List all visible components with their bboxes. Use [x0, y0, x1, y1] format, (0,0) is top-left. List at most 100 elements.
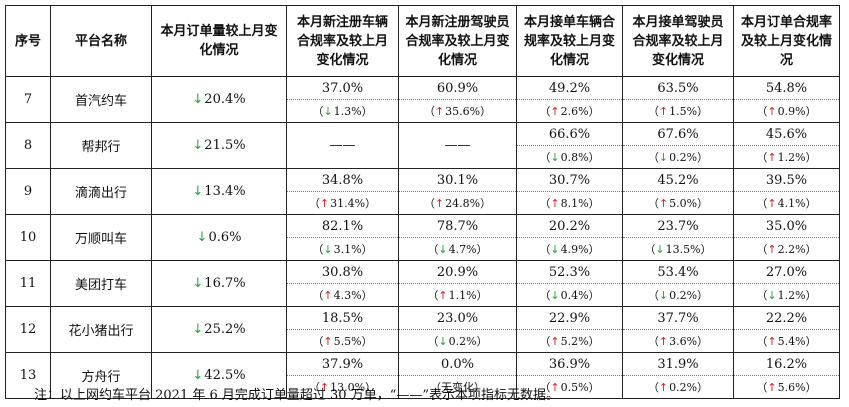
paren-close: ）: [588, 151, 600, 164]
order-change-cell: ↓42.5%: [151, 352, 287, 399]
table-row-change: （↑13.0%） （无变化） （↑0.5%） （↑0.2%） （↑5.6%）: [6, 375, 840, 399]
order-change-cell: ↓21.5%: [151, 122, 287, 169]
metric-change: （↓0.2%）: [622, 283, 734, 307]
order-change-cell: ↓25.2%: [151, 306, 287, 353]
paren-close: ）: [805, 381, 817, 394]
paren-close: ）: [697, 197, 709, 210]
order-change-value: 42.5%: [204, 368, 246, 383]
paren-open: （: [312, 243, 324, 256]
metric-change-value: 5.6%: [777, 381, 806, 394]
metric-change-value: 13.5%: [665, 243, 701, 256]
metric-value: 63.5%: [622, 76, 734, 100]
platform-name: 滴滴出行: [50, 168, 152, 215]
metric-change: （↑1.5%）: [622, 99, 734, 123]
metric-value: 39.5%: [733, 168, 840, 192]
metric-value: 53.4%: [622, 260, 734, 284]
metric-change-value: 无变化: [441, 381, 474, 394]
metric-change: （↑35.6%）: [398, 99, 517, 123]
metric-change-value: 0.2%: [448, 335, 477, 348]
paren-open: （: [427, 243, 439, 256]
arrow-up-icon: ↑: [767, 243, 777, 256]
metric-change-value: 0.9%: [777, 105, 806, 118]
arrow-down-icon: ↓: [655, 243, 665, 256]
paren-close: ）: [476, 289, 488, 302]
header-order-compliance: 本月订单合规率及较上月变化情况: [733, 5, 840, 77]
metric-change: （↑0.2%）: [622, 375, 734, 399]
metric-change-value: 1.2%: [777, 151, 806, 164]
header-new-driver: 本月新注册驾驶员合规率及较上月变化情况: [398, 5, 517, 77]
arrow-up-icon: ↑: [319, 197, 330, 210]
table-row: 13 方舟行 ↓42.5% 37.9% 0.0% 36.9% 31.9% 16.2%: [5, 352, 840, 399]
order-change-cell: ↓20.4%: [151, 76, 287, 123]
metric-value: 0.0%: [398, 352, 517, 376]
paren-close: ）: [476, 243, 488, 256]
metric-value: 36.9%: [516, 352, 623, 376]
metric-value: 52.3%: [516, 260, 623, 284]
metric-change-value: 24.8%: [445, 197, 481, 210]
arrow-up-icon: ↑: [434, 105, 445, 118]
metric-no-data: ——: [286, 122, 399, 169]
table-row-change: （↑5.5%） （↓0.2%） （↑5.2%） （↑3.6%） （↑5.4%）: [6, 329, 840, 353]
metric-value: 60.9%: [398, 76, 517, 100]
metric-change-value: 2.2%: [777, 243, 806, 256]
arrow-up-icon: ↑: [767, 335, 777, 348]
paren-open: （: [427, 289, 439, 302]
order-change-cell: ↓13.4%: [151, 168, 287, 215]
paren-close: ）: [697, 105, 709, 118]
header-row: 序号 平台名称 本月订单量较上月变化情况 本月新注册车辆合规率及较上月变化情况 …: [5, 5, 840, 77]
platform-name: 帮邦行: [50, 122, 152, 169]
arrow-down-icon: ↓: [192, 92, 204, 107]
table-row: 7 首汽约车 ↓20.4% 37.0% 60.9% 49.2% 63.5% 54.8%: [5, 76, 840, 123]
metric-change-value: 0.2%: [669, 381, 698, 394]
paren-close: ）: [476, 335, 488, 348]
arrow-up-icon: ↑: [767, 151, 777, 164]
header-active-driver: 本月接单驾驶员合规率及较上月变化情况: [622, 5, 734, 77]
metric-value: 45.6%: [733, 122, 840, 146]
row-number: 11: [5, 260, 51, 307]
metric-change-value: 0.4%: [560, 289, 589, 302]
metric-change: （无变化）: [398, 375, 517, 399]
arrow-up-icon: ↑: [438, 289, 448, 302]
paren-close: ）: [480, 197, 492, 210]
metric-value: 22.9%: [516, 306, 623, 330]
arrow-up-icon: ↑: [658, 197, 669, 210]
table-row: 10 万顺叫车 ↓0.6% 82.1% 78.7% 20.2% 23.7% 35.0%: [5, 214, 840, 261]
arrow-down-icon: ↓: [658, 151, 669, 164]
table-row: 11 美团打车 ↓16.7% 30.8% 20.9% 52.3% 53.4% 27.0%: [5, 260, 840, 307]
paren-close: ）: [365, 381, 377, 394]
metric-change-value: 0.8%: [560, 151, 589, 164]
metric-change: （↑0.5%）: [516, 375, 623, 399]
paren-close: ）: [361, 243, 373, 256]
arrow-up-icon: ↑: [658, 335, 669, 348]
header-active-vehicle: 本月接单车辆合规率及较上月变化情况: [516, 5, 623, 77]
paren-close: ）: [805, 197, 817, 210]
table-row: 8 帮邦行 ↓21.5% —— —— 66.6% 67.6% 45.6%: [5, 122, 840, 169]
arrow-up-icon: ↑: [434, 197, 445, 210]
footnote: 注：以上网约车平台 2021 年 6 月完成订单量超过 30 万单，“——”表示…: [34, 388, 559, 403]
table-row: 12 花小猪出行 ↓25.2% 18.5% 23.0% 22.9% 37.7% 22.2%: [5, 306, 840, 353]
order-change-value: 20.4%: [204, 92, 246, 107]
header-no: 序号: [5, 5, 51, 77]
paren-open: （: [539, 335, 551, 348]
metric-change: （↓1.3%）: [286, 99, 399, 123]
metric-change-value: 1.1%: [448, 289, 477, 302]
order-change-value: 0.6%: [208, 230, 242, 245]
arrow-down-icon: ↓: [192, 322, 204, 337]
metric-value: 45.2%: [622, 168, 734, 192]
metric-change-value: 5.5%: [333, 335, 362, 348]
metric-change-value: 1.5%: [669, 105, 698, 118]
table-row-change: （↓1.3%） （↑35.6%） （↑2.6%） （↑1.5%） （↑0.9%）: [6, 99, 840, 123]
metric-value: 54.8%: [733, 76, 840, 100]
paren-close: ）: [480, 105, 492, 118]
arrow-down-icon: ↓: [323, 105, 333, 118]
platform-name: 方舟行: [50, 352, 152, 399]
paren-close: ）: [697, 289, 709, 302]
order-change-value: 16.7%: [204, 276, 246, 291]
metric-value: 20.9%: [398, 260, 517, 284]
metric-value: 30.1%: [398, 168, 517, 192]
arrow-down-icon: ↓: [438, 335, 448, 348]
paren-open: （: [756, 105, 768, 118]
metric-change-value: 5.2%: [560, 335, 589, 348]
paren-close: ）: [588, 335, 600, 348]
metric-change: （↑5.2%）: [516, 329, 623, 353]
